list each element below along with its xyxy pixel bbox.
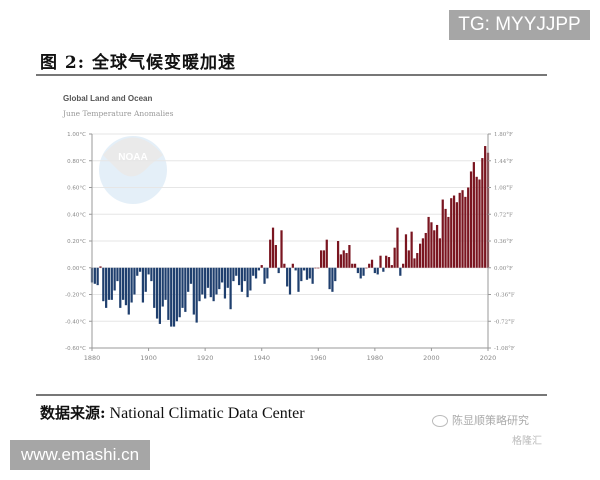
svg-text:1900: 1900	[140, 354, 157, 362]
svg-text:0.00°C: 0.00°C	[67, 266, 86, 272]
wechat-icon	[432, 415, 448, 427]
svg-text:0.60°C: 0.60°C	[67, 186, 86, 192]
svg-text:0.40°C: 0.40°C	[67, 212, 86, 218]
svg-text:0.72°F: 0.72°F	[494, 212, 513, 218]
svg-text:1960: 1960	[310, 354, 327, 362]
svg-text:NOAA: NOAA	[118, 152, 147, 163]
chart-axes: 1.00°C 1.80°F 0.80°C 1.44°F 0.60°C 1.08°F 0.40…	[65, 132, 515, 362]
top-divider	[36, 74, 547, 76]
chart-bars	[90, 146, 490, 327]
wechat-brand: 陈显顺策略研究	[432, 412, 529, 428]
figure-title: 图 2: 全球气候变暖加速	[40, 53, 236, 73]
svg-text:1.08°F: 1.08°F	[494, 186, 513, 192]
svg-text:0.36°F: 0.36°F	[494, 239, 513, 245]
svg-text:-0.36°F: -0.36°F	[494, 293, 515, 299]
source-text: National Climatic Data Center	[105, 405, 305, 422]
wechat-brand-text: 陈显顺策略研究	[452, 414, 529, 427]
svg-text:0.20°C: 0.20°C	[67, 239, 86, 245]
svg-text:-0.40°C: -0.40°C	[65, 319, 86, 325]
svg-text:2000: 2000	[423, 354, 440, 362]
svg-text:0.00°F: 0.00°F	[494, 266, 513, 272]
bottom-divider	[36, 394, 547, 396]
gehui-brand: 格隆汇	[512, 436, 542, 447]
svg-text:1880: 1880	[84, 354, 101, 362]
svg-text:0.80°C: 0.80°C	[67, 159, 86, 165]
svg-text:1.80°F: 1.80°F	[494, 132, 513, 138]
svg-text:1980: 1980	[367, 354, 384, 362]
svg-text:2020: 2020	[480, 354, 497, 362]
source-note: 数据来源: National Climatic Data Center	[40, 402, 305, 423]
svg-text:-0.60°C: -0.60°C	[65, 346, 86, 352]
chart-title: Global Land and Ocean	[63, 94, 153, 103]
watermark-top: TG: MYYJJPP	[449, 10, 590, 40]
svg-text:-0.20°C: -0.20°C	[65, 293, 86, 299]
svg-text:-1.08°F: -1.08°F	[494, 346, 515, 352]
svg-text:1940: 1940	[253, 354, 270, 362]
svg-text:1.44°F: 1.44°F	[494, 159, 513, 165]
chart-subtitle: June Temperature Anomalies	[63, 109, 174, 118]
svg-text:1920: 1920	[197, 354, 214, 362]
source-label: 数据来源:	[40, 404, 106, 422]
noaa-logo-icon: NOAA	[99, 136, 167, 204]
svg-text:-0.72°F: -0.72°F	[494, 319, 515, 325]
watermark-bottom: www.emashi.cn	[10, 440, 150, 470]
svg-text:1.00°C: 1.00°C	[67, 132, 86, 138]
